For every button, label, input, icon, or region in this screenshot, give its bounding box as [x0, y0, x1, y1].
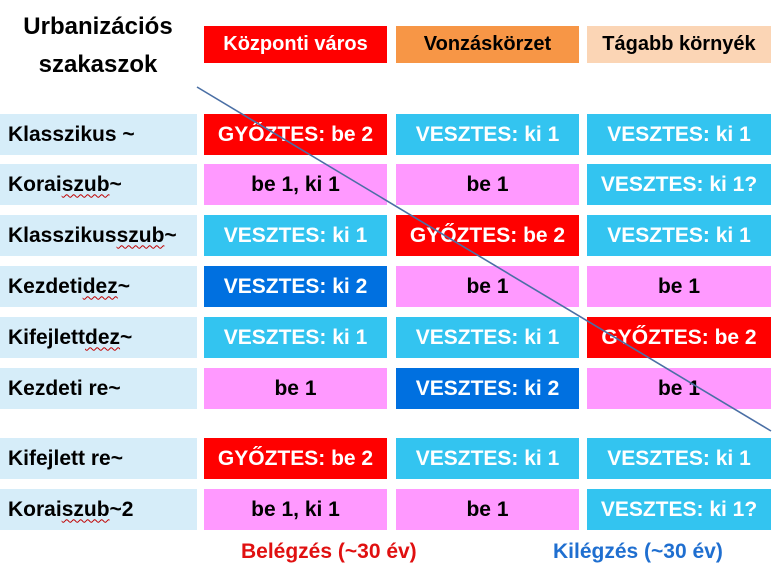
row-label-1: Klasszikus ~	[0, 114, 197, 155]
title-line-1: Urbanizációs	[23, 13, 173, 40]
table-cell: GYŐZTES: be 2	[587, 317, 771, 358]
table-cell: VESZTES: ki 2	[396, 368, 579, 409]
table-cell: VESZTES: ki 1	[204, 317, 387, 358]
table-cell: VESZTES: ki 1	[204, 215, 387, 256]
diagonal-line	[196, 86, 772, 432]
row-label-text: Kezdeti	[8, 274, 83, 298]
table-cell: GYŐZTES: be 2	[396, 215, 579, 256]
row-label-text: Klasszikus ~	[8, 122, 135, 146]
row-label-text: Korai	[8, 497, 62, 521]
row-label-suffix: ~2	[109, 497, 134, 521]
row-label-text: Kezdeti re~	[8, 376, 121, 400]
row-label-3: Klasszikus szub ~	[0, 215, 197, 256]
row-label-text: Korai	[8, 172, 62, 196]
row-label-underlined: dez	[85, 325, 121, 349]
row-label-underlined: szub	[61, 497, 110, 521]
table-cell: be 1, ki 1	[204, 164, 387, 205]
table-cell: be 1, ki 1	[204, 489, 387, 530]
table-cell: VESZTES: ki 1	[587, 438, 771, 479]
row-label-suffix: ~	[120, 325, 133, 349]
table-cell: be 1	[396, 266, 579, 307]
table-cell: be 1	[204, 368, 387, 409]
table-cell: VESZTES: ki 1	[396, 438, 579, 479]
row-label-4: Kezdeti dez ~	[0, 266, 197, 307]
row-label-suffix: ~	[109, 172, 122, 196]
row-label-underlined: szub	[61, 172, 110, 196]
table-cell: VESZTES: ki 2	[204, 266, 387, 307]
row-label-text: Kifejlett re~	[8, 446, 123, 470]
row-label-suffix: ~	[164, 223, 177, 247]
column-header-2: Vonzáskörzet	[396, 26, 579, 63]
row-label-underlined: szub	[116, 223, 165, 247]
row-label-text: Kifejlett	[8, 325, 86, 349]
row-label-6: Kezdeti re~	[0, 368, 197, 409]
table-cell: VESZTES: ki 1	[587, 114, 771, 155]
diagram-title: Urbanizációs szakaszok	[0, 8, 196, 84]
footer-exhale: Kilégzés (~30 év)	[553, 540, 723, 563]
row-label-8: Korai szub ~2	[0, 489, 197, 530]
row-label-5: Kifejlett dez ~	[0, 317, 197, 358]
row-label-underlined: dez	[82, 274, 118, 298]
title-line-2: szakaszok	[38, 51, 158, 78]
table-cell: GYŐZTES: be 2	[204, 114, 387, 155]
table-cell: GYŐZTES: be 2	[204, 438, 387, 479]
table-cell: VESZTES: ki 1?	[587, 489, 771, 530]
footer-inhale: Belégzés (~30 év)	[241, 540, 417, 563]
column-header-1: Központi város	[204, 26, 387, 63]
table-cell: VESZTES: ki 1?	[587, 164, 771, 205]
row-label-text: Klasszikus	[8, 223, 117, 247]
table-cell: be 1	[587, 266, 771, 307]
row-label-suffix: ~	[117, 274, 130, 298]
table-cell: be 1	[396, 489, 579, 530]
table-cell: be 1	[396, 164, 579, 205]
table-cell: VESZTES: ki 1	[396, 114, 579, 155]
table-cell: VESZTES: ki 1	[587, 215, 771, 256]
row-label-7: Kifejlett re~	[0, 438, 197, 479]
table-cell: VESZTES: ki 1	[396, 317, 579, 358]
table-cell: be 1	[587, 368, 771, 409]
column-header-3: Tágabb környék	[587, 26, 771, 63]
row-label-2: Korai szub ~	[0, 164, 197, 205]
